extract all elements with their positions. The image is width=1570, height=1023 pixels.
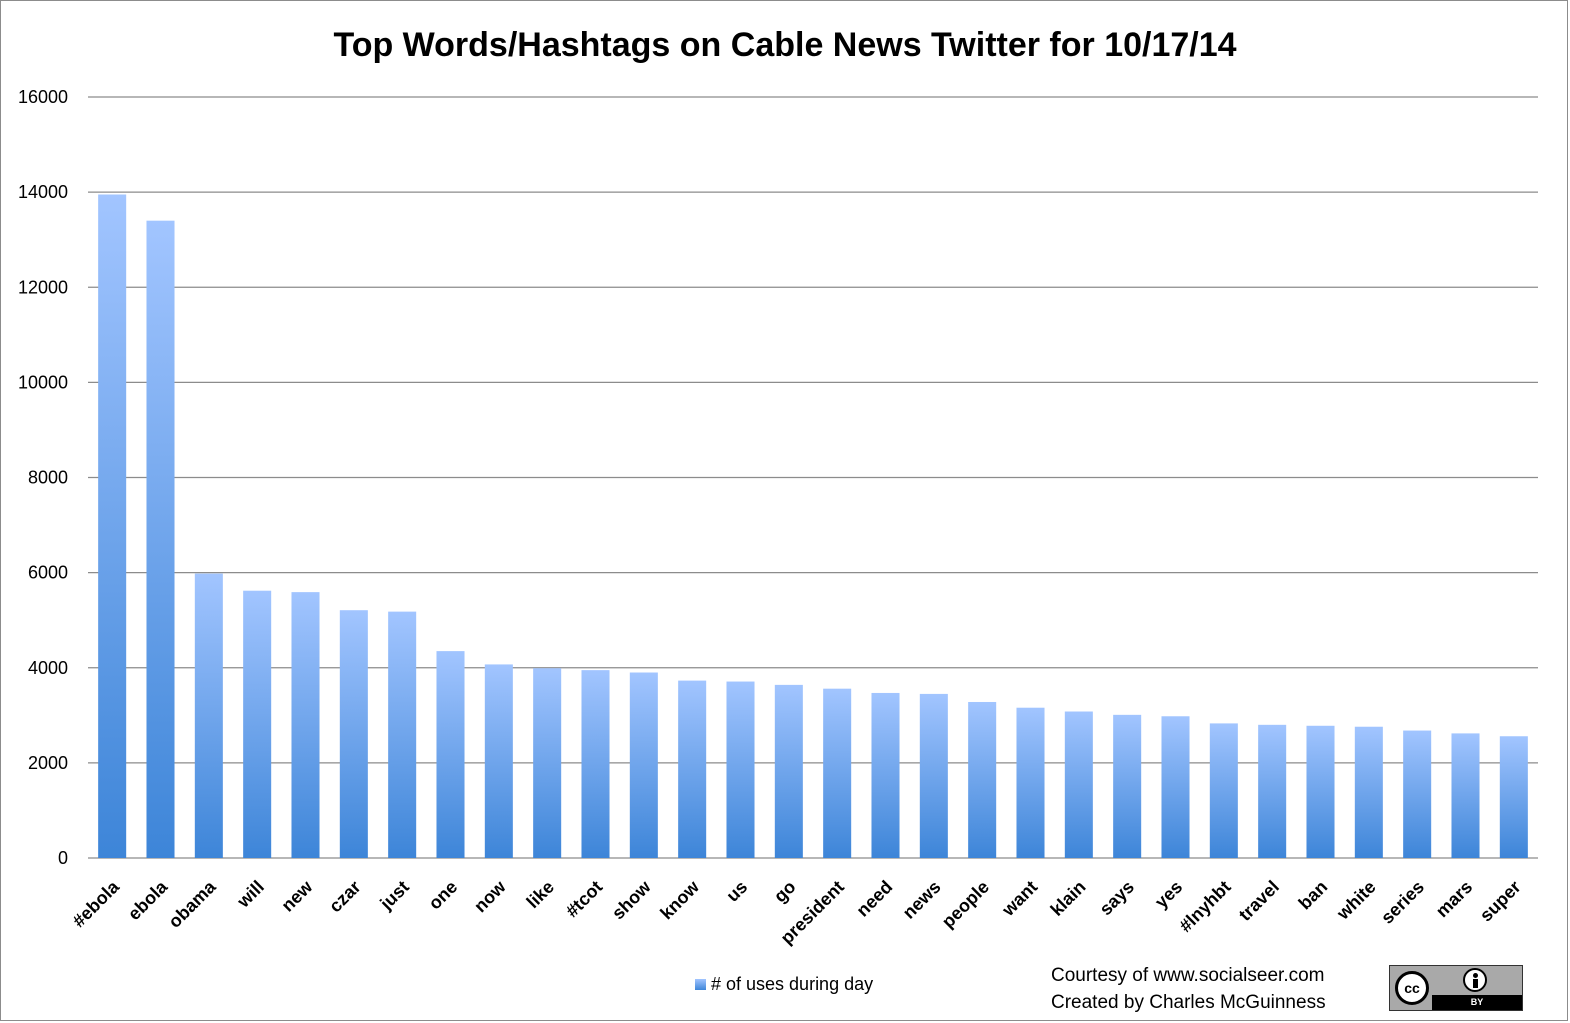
x-tick-label: will (233, 877, 268, 912)
credits: Courtesy of www.socialseer.com Created b… (1051, 962, 1326, 1016)
creative-commons-by-icon: cc BY (1389, 965, 1523, 1011)
x-tick-label: #ebola (69, 876, 124, 931)
y-tick-label: 16000 (18, 87, 68, 107)
bar-travel (1258, 724, 1287, 858)
x-tick-label: mars (1432, 877, 1477, 922)
x-tick-label: news (899, 877, 945, 923)
bar-ban (1306, 725, 1335, 858)
credits-author: Created by Charles McGuinness (1051, 992, 1326, 1013)
bar-mars (1451, 733, 1480, 858)
x-tick-label: want (997, 877, 1041, 921)
x-tick-label: like (523, 877, 558, 912)
bar-new (291, 592, 320, 858)
license-by-label: BY (1432, 995, 1522, 1010)
x-tick-label: new (277, 876, 317, 916)
x-tick-label: show (608, 876, 655, 923)
bar-know (678, 680, 707, 858)
x-tick-label: series (1377, 877, 1428, 928)
bar-series (1403, 730, 1432, 858)
bar-just (388, 611, 417, 858)
x-tick-label: obama (164, 876, 220, 932)
x-tick-label: people (938, 877, 993, 932)
bar-people (968, 701, 997, 858)
y-tick-label: 4000 (28, 658, 68, 678)
bar-like (533, 668, 562, 858)
y-tick-label: 0 (58, 848, 68, 868)
legend: # of uses during day (695, 974, 873, 995)
x-tick-label: one (425, 877, 462, 914)
bar-czar (339, 610, 368, 858)
bar-president (823, 688, 852, 858)
x-tick-label: #tcot (562, 877, 607, 922)
bar-says (1113, 714, 1142, 858)
bar-one (436, 651, 465, 858)
credits-courtesy: Courtesy of www.socialseer.com (1051, 965, 1325, 986)
y-tick-label: 6000 (28, 563, 68, 583)
x-tick-label: #lnyhbt (1175, 877, 1234, 936)
x-tick-label: super (1476, 877, 1525, 926)
bar-obama (194, 573, 223, 858)
x-tick-label: ban (1295, 877, 1332, 914)
x-tick-label: white (1332, 877, 1379, 924)
bar-will (243, 590, 272, 858)
x-tick-label: klain (1047, 877, 1090, 920)
x-tick-label: yes (1151, 877, 1186, 912)
legend-label: # of uses during day (711, 974, 874, 994)
bar-#lnyhbt (1209, 723, 1238, 858)
bar-yes (1161, 716, 1190, 858)
bar-us (726, 681, 755, 858)
x-tick-label: know (656, 876, 703, 923)
chart-title: Top Words/Hashtags on Cable News Twitter… (333, 26, 1237, 64)
bar-need (871, 692, 900, 858)
cc-circle-icon: cc (1395, 971, 1429, 1005)
x-tick-label: travel (1235, 877, 1283, 925)
y-tick-label: 14000 (18, 182, 68, 202)
bar-want (1016, 707, 1045, 858)
bar-news (919, 693, 948, 858)
bar-#ebola (98, 194, 127, 859)
bar-show (629, 672, 658, 858)
x-tick-label: says (1096, 877, 1138, 919)
x-tick-label: us (722, 877, 751, 906)
bar-super (1499, 736, 1528, 858)
y-tick-label: 8000 (28, 468, 68, 488)
x-tick-label: just (376, 877, 413, 914)
plot-area: 0 2000 4000 6000 8000 10000 12000 14000 16000 #e… (18, 87, 1538, 948)
legend-swatch (695, 979, 706, 990)
bar-white (1354, 726, 1383, 858)
y-tick-label: 10000 (18, 372, 68, 392)
x-tick-label: need (852, 877, 896, 921)
attribution-person-icon (1463, 968, 1487, 992)
y-tick-label: 12000 (18, 277, 68, 297)
bar-ebola (146, 220, 175, 859)
bar-go (774, 684, 803, 858)
y-tick-label: 2000 (28, 753, 68, 773)
bar-now (484, 664, 513, 858)
bar-#tcot (581, 670, 610, 858)
x-tick-label: now (470, 876, 510, 916)
bar-klain (1064, 711, 1093, 858)
x-tick-label: czar (325, 877, 365, 917)
x-tick-label: go (770, 877, 800, 907)
